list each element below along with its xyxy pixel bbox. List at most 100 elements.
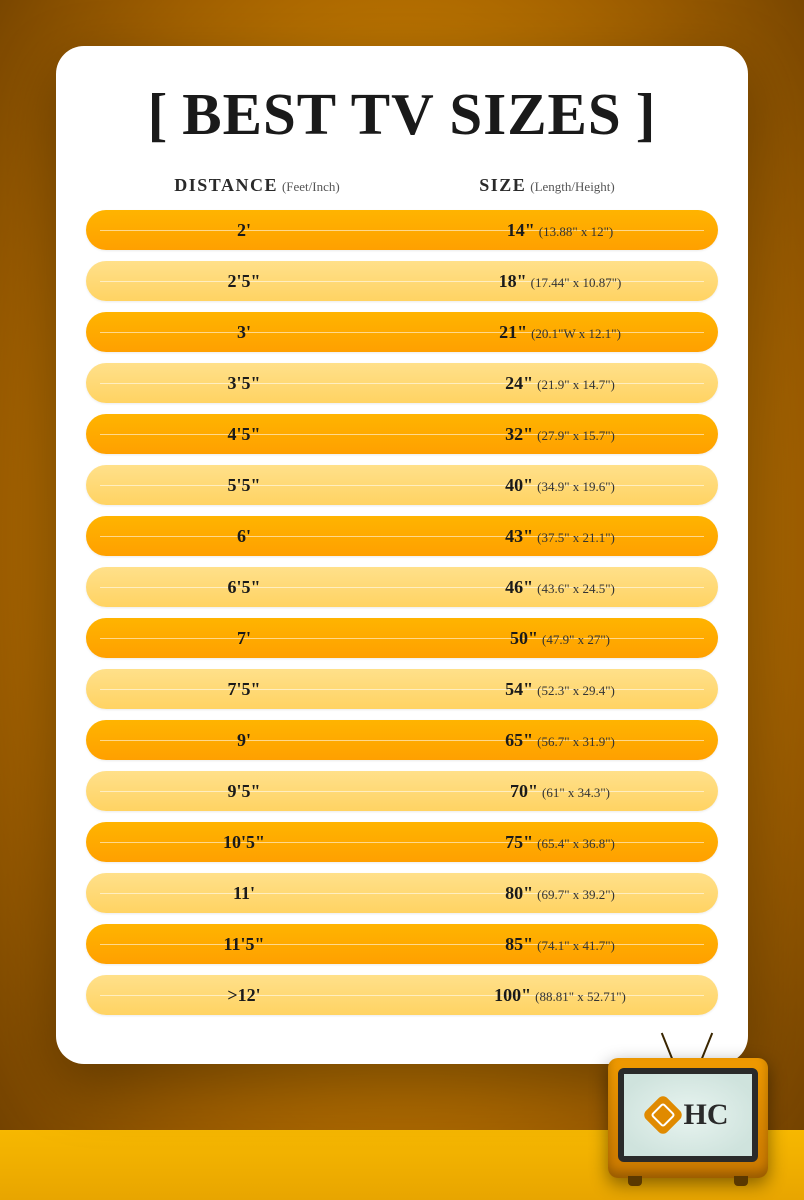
distance-value: 7' <box>237 628 251 648</box>
size-value: 75" <box>505 832 533 852</box>
table-row: 3'5" 24"(21.9" x 14.7") <box>86 363 718 403</box>
distance-value: 5'5" <box>228 475 261 495</box>
table-row: 9'5" 70"(61" x 34.3") <box>86 771 718 811</box>
size-cell: 50"(47.9" x 27") <box>402 628 718 649</box>
size-value: 24" <box>505 373 533 393</box>
size-cell: 85" (74.1" x 41.7") <box>402 934 718 955</box>
size-value: 32" <box>505 424 533 444</box>
table-row: 11' 80" (69.7" x 39.2") <box>86 873 718 913</box>
bracket-right: ] <box>626 81 667 147</box>
distance-cell: >12' <box>86 985 402 1006</box>
size-value: 100" <box>494 985 531 1005</box>
size-cell: 100"(88.81" x 52.71") <box>402 985 718 1006</box>
distance-value: 6' <box>237 526 251 546</box>
table-row: 6' 43" (37.5" x 21.1") <box>86 516 718 556</box>
size-cell: 40" (34.9" x 19.6") <box>402 475 718 496</box>
size-cell: 24"(21.9" x 14.7") <box>402 373 718 394</box>
distance-value: 4'5" <box>228 424 261 444</box>
header-distance: DISTANCE (Feet/Inch) <box>112 175 402 196</box>
header-distance-main: DISTANCE <box>174 175 278 195</box>
table-row: 2'14"(13.88" x 12") <box>86 210 718 250</box>
tv-foot-right <box>734 1176 748 1186</box>
title-container: [ BEST TV SIZES ] <box>86 80 718 149</box>
table-row: >12' 100"(88.81" x 52.71") <box>86 975 718 1015</box>
size-value: 43" <box>505 526 533 546</box>
distance-cell: 9'5" <box>86 781 402 802</box>
tv-screen: HC <box>618 1068 758 1162</box>
distance-cell: 7' <box>86 628 402 649</box>
size-dimensions: (27.9" x 15.7") <box>537 428 615 443</box>
size-cell: 80" (69.7" x 39.2") <box>402 883 718 904</box>
table-row: 7' 50"(47.9" x 27") <box>86 618 718 658</box>
distance-cell: 9' <box>86 730 402 751</box>
table-row: 6'5" 46" (43.6" x 24.5") <box>86 567 718 607</box>
distance-cell: 3'5" <box>86 373 402 394</box>
size-cell: 75" (65.4" x 36.8") <box>402 832 718 853</box>
size-cell: 18" (17.44" x 10.87") <box>402 271 718 292</box>
distance-value: 11' <box>233 883 255 903</box>
distance-value: 3'5" <box>228 373 261 393</box>
distance-cell: 6'5" <box>86 577 402 598</box>
distance-value: 6'5" <box>228 577 261 597</box>
size-cell: 46" (43.6" x 24.5") <box>402 577 718 598</box>
distance-cell: 7'5" <box>86 679 402 700</box>
column-headers: DISTANCE (Feet/Inch) SIZE (Length/Height… <box>112 175 692 196</box>
distance-cell: 5'5" <box>86 475 402 496</box>
size-cell: 70"(61" x 34.3") <box>402 781 718 802</box>
size-cell: 21" (20.1"W x 12.1") <box>402 322 718 343</box>
distance-cell: 3' <box>86 322 402 343</box>
size-dimensions: (17.44" x 10.87") <box>531 275 622 290</box>
size-dimensions: (74.1" x 41.7") <box>537 938 615 953</box>
distance-cell: 10'5" <box>86 832 402 853</box>
size-value: 14" <box>507 220 535 240</box>
distance-value: 11'5" <box>223 934 264 954</box>
table-row: 4'5" 32" (27.9" x 15.7") <box>86 414 718 454</box>
size-dimensions: (43.6" x 24.5") <box>537 581 615 596</box>
logo-text: HC <box>684 1098 729 1132</box>
logo-icon <box>641 1094 683 1136</box>
table-row: 3' 21" (20.1"W x 12.1") <box>86 312 718 352</box>
table-row: 10'5" 75" (65.4" x 36.8") <box>86 822 718 862</box>
tv-body: HC <box>608 1058 768 1178</box>
distance-value: 9'5" <box>228 781 261 801</box>
distance-value: 2' <box>237 220 251 240</box>
header-distance-sub: (Feet/Inch) <box>282 179 340 194</box>
header-size: SIZE (Length/Height) <box>402 175 692 196</box>
table-row: 5'5" 40" (34.9" x 19.6") <box>86 465 718 505</box>
distance-cell: 11' <box>86 883 402 904</box>
distance-value: >12' <box>227 985 260 1005</box>
size-value: 40" <box>505 475 533 495</box>
table-row: 2'5"18"(17.44" x 10.87") <box>86 261 718 301</box>
bracket-left: [ <box>138 81 179 147</box>
distance-cell: 2' <box>86 220 402 241</box>
table-body: 2'14"(13.88" x 12")2'5"18"(17.44" x 10.8… <box>86 210 718 1015</box>
distance-value: 9' <box>237 730 251 750</box>
tv-foot-left <box>628 1176 642 1186</box>
header-size-main: SIZE <box>479 175 526 195</box>
size-dimensions: (37.5" x 21.1") <box>537 530 615 545</box>
tv-antenna-left <box>661 1033 673 1060</box>
size-cell: 65"(56.7" x 31.9") <box>402 730 718 751</box>
size-value: 85" <box>505 934 533 954</box>
size-value: 18" <box>499 271 527 291</box>
table-row: 9' 65"(56.7" x 31.9") <box>86 720 718 760</box>
size-cell: 43" (37.5" x 21.1") <box>402 526 718 547</box>
size-value: 70" <box>510 781 538 801</box>
size-dimensions: (56.7" x 31.9") <box>537 734 615 749</box>
distance-cell: 4'5" <box>86 424 402 445</box>
distance-value: 3' <box>237 322 251 342</box>
size-dimensions: (20.1"W x 12.1") <box>531 326 621 341</box>
size-dimensions: (65.4" x 36.8") <box>537 836 615 851</box>
distance-cell: 6' <box>86 526 402 547</box>
info-card: [ BEST TV SIZES ] DISTANCE (Feet/Inch) S… <box>56 46 748 1064</box>
size-value: 80" <box>505 883 533 903</box>
tv-illustration: HC <box>608 1036 768 1186</box>
distance-cell: 11'5" <box>86 934 402 955</box>
size-cell: 32" (27.9" x 15.7") <box>402 424 718 445</box>
table-row: 7'5"54"(52.3" x 29.4") <box>86 669 718 709</box>
tv-antenna-right <box>701 1033 713 1060</box>
size-dimensions: (69.7" x 39.2") <box>537 887 615 902</box>
size-value: 21" <box>499 322 527 342</box>
size-dimensions: (34.9" x 19.6") <box>537 479 615 494</box>
size-value: 46" <box>505 577 533 597</box>
